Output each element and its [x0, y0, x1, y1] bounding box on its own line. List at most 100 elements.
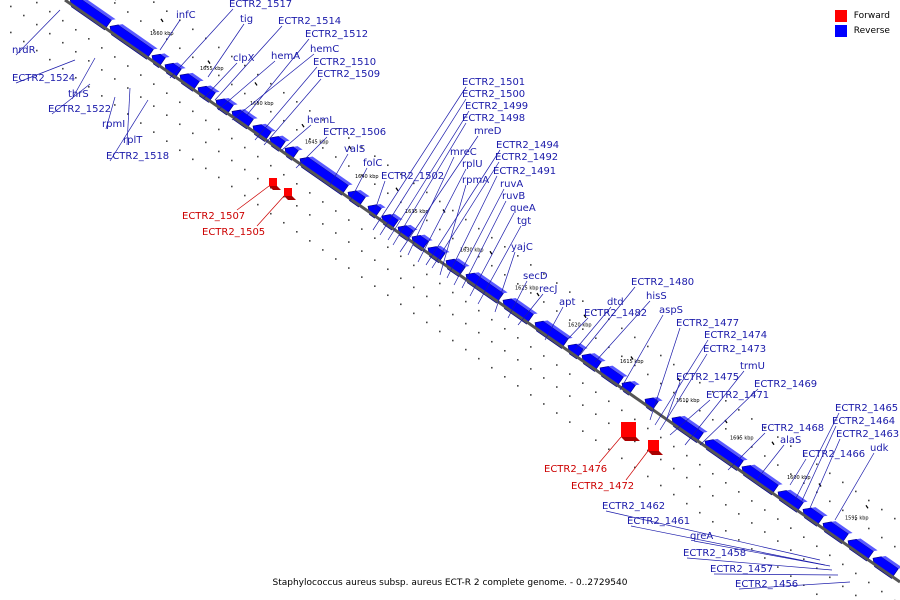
reverse-gene-label[interactable]: secD — [523, 271, 548, 282]
reverse-gene-label[interactable]: ECTR2_1480 — [631, 277, 694, 288]
reverse-gene-label[interactable]: rpmA — [462, 175, 489, 186]
reverse-gene-block — [397, 224, 418, 241]
reverse-gene-label[interactable]: greA — [690, 531, 713, 542]
track-dot — [868, 499, 870, 502]
label-leader-line — [349, 167, 368, 202]
reverse-gene-block — [802, 507, 828, 527]
reverse-gene-label[interactable]: rpmI — [102, 119, 125, 130]
track-mark — [160, 18, 164, 23]
track-dot — [322, 249, 324, 251]
reverse-gene-label[interactable]: ruvA — [500, 179, 523, 190]
reverse-gene-label[interactable]: ECTR2_1514 — [278, 16, 341, 27]
reverse-gene-label[interactable]: ECTR2_1464 — [832, 416, 895, 427]
reverse-gene-label[interactable]: ECTR2_1474 — [704, 330, 767, 341]
reverse-gene-label[interactable]: ECTR2_1500 — [462, 89, 525, 100]
reverse-gene-label[interactable]: folC — [363, 158, 382, 169]
reverse-gene-label[interactable]: ruvB — [502, 191, 525, 202]
reverse-gene-label[interactable]: ECTR2_1463 — [836, 429, 899, 440]
reverse-gene-label[interactable]: ECTR2_1524 — [12, 73, 75, 84]
track-dot — [309, 192, 311, 194]
reverse-gene-label[interactable]: ECTR2_1491 — [493, 166, 556, 177]
reverse-gene-label[interactable]: ECTR2_1456 — [735, 579, 798, 590]
reverse-gene-label[interactable]: udk — [870, 443, 889, 454]
reverse-gene-label[interactable]: rplT — [123, 135, 143, 146]
forward-gene-label[interactable]: ECTR2_1472 — [571, 481, 634, 492]
reverse-gene-label[interactable]: thrS — [68, 89, 89, 100]
reverse-gene-label[interactable]: ECTR2_1458 — [683, 548, 746, 559]
track-dot — [764, 455, 766, 457]
forward-gene-label[interactable]: ECTR2_1507 — [182, 211, 245, 222]
reverse-gene-label[interactable]: ECTR2_1465 — [835, 403, 898, 414]
track-dot — [790, 549, 792, 551]
reverse-gene-label[interactable]: infC — [176, 10, 196, 21]
reverse-gene-label[interactable]: mreC — [450, 147, 477, 158]
reverse-gene-label[interactable]: hemA — [271, 51, 300, 62]
reverse-gene-label[interactable]: ECTR2_1492 — [495, 152, 558, 163]
reverse-gene-label[interactable]: ECTR2_1462 — [602, 501, 665, 512]
track-dot — [699, 463, 701, 466]
reverse-gene-label[interactable]: trmU — [740, 361, 765, 372]
reverse-gene-label[interactable]: ECTR2_1468 — [761, 423, 824, 434]
reverse-gene-label[interactable]: ECTR2_1473 — [703, 344, 766, 355]
reverse-gene-label[interactable]: dtd — [607, 297, 624, 308]
track-dot — [517, 283, 519, 285]
reverse-gene-block — [269, 135, 290, 152]
reverse-gene-label[interactable]: ECTR2_1477 — [676, 318, 739, 329]
reverse-gene-label[interactable]: hisS — [646, 291, 667, 302]
kbp-tick-label: 1660 kbp — [150, 31, 174, 37]
reverse-gene-label[interactable]: ECTR2_1494 — [496, 140, 559, 151]
reverse-gene-label[interactable]: ECTR2_1498 — [462, 113, 525, 124]
reverse-gene-label[interactable]: clpX — [233, 53, 255, 64]
reverse-gene-label[interactable]: tgt — [517, 216, 531, 227]
reverse-gene-label[interactable]: ECTR2_1512 — [305, 29, 368, 40]
reverse-gene-label[interactable]: queA — [510, 203, 536, 214]
reverse-gene-label[interactable]: ECTR2_1469 — [754, 379, 817, 390]
reverse-gene-label[interactable]: ECTR2_1510 — [313, 57, 376, 68]
track-dot — [569, 421, 571, 423]
label-leader-line — [494, 251, 516, 313]
reverse-gene-label[interactable]: ECTR2_1501 — [462, 77, 525, 88]
reverse-gene-label[interactable]: ECTR2_1522 — [48, 104, 111, 115]
reverse-gene-label[interactable]: aspS — [659, 305, 683, 316]
reverse-gene-label[interactable]: ECTR2_1461 — [627, 516, 690, 527]
track-dot — [309, 138, 311, 140]
reverse-gene-label[interactable]: nrdR — [12, 45, 36, 56]
track-dot — [127, 87, 129, 89]
reverse-gene-label[interactable]: ECTR2_1499 — [465, 101, 528, 112]
reverse-gene-label[interactable]: mreD — [474, 126, 502, 137]
reverse-gene-label[interactable]: ECTR2_1502 — [381, 171, 444, 182]
reverse-gene-label[interactable]: rplU — [462, 159, 483, 170]
reverse-gene-label[interactable]: tig — [240, 14, 253, 25]
track-dot — [543, 403, 545, 405]
label-leader-line — [477, 225, 522, 305]
reverse-gene-label[interactable]: ECTR2_1466 — [802, 449, 865, 460]
reverse-gene-label[interactable]: yajC — [511, 242, 533, 253]
reverse-gene-label[interactable]: ECTR2_1506 — [323, 127, 386, 138]
reverse-gene-label[interactable]: ECTR2_1482 — [584, 308, 647, 319]
track-mark — [207, 60, 211, 65]
reverse-gene-label[interactable]: recJ — [539, 284, 558, 295]
track-dot — [634, 466, 636, 469]
reverse-gene-label[interactable]: hemL — [307, 115, 335, 126]
reverse-gene-label[interactable]: valS — [344, 144, 365, 155]
forward-gene-label[interactable]: ECTR2_1476 — [544, 464, 607, 475]
track-dot — [257, 203, 259, 206]
reverse-gene-label[interactable]: ECTR2_1457 — [710, 564, 773, 575]
track-dot — [491, 264, 493, 267]
reverse-gene-label[interactable]: ECTR2_1509 — [317, 69, 380, 80]
reverse-gene-label[interactable]: ECTR2_1471 — [706, 390, 769, 401]
reverse-gene-label[interactable]: ECTR2_1475 — [676, 372, 739, 383]
reverse-gene-label[interactable]: hemC — [310, 44, 339, 55]
reverse-gene-label[interactable]: ECTR2_1517 — [229, 0, 292, 10]
forward-gene-label[interactable]: ECTR2_1505 — [202, 227, 265, 238]
track-dot — [725, 428, 727, 430]
label-leader-line — [281, 124, 312, 151]
reverse-gene-label[interactable]: apt — [559, 297, 575, 308]
label-leader-line — [399, 135, 479, 253]
reverse-gene-label[interactable]: alaS — [780, 435, 801, 446]
kbp-tick-label: 1605 kbp — [730, 436, 754, 442]
track-dot — [517, 385, 519, 387]
track-dot — [387, 164, 389, 167]
label-leader-line — [214, 25, 283, 101]
reverse-gene-label[interactable]: ECTR2_1518 — [106, 151, 169, 162]
